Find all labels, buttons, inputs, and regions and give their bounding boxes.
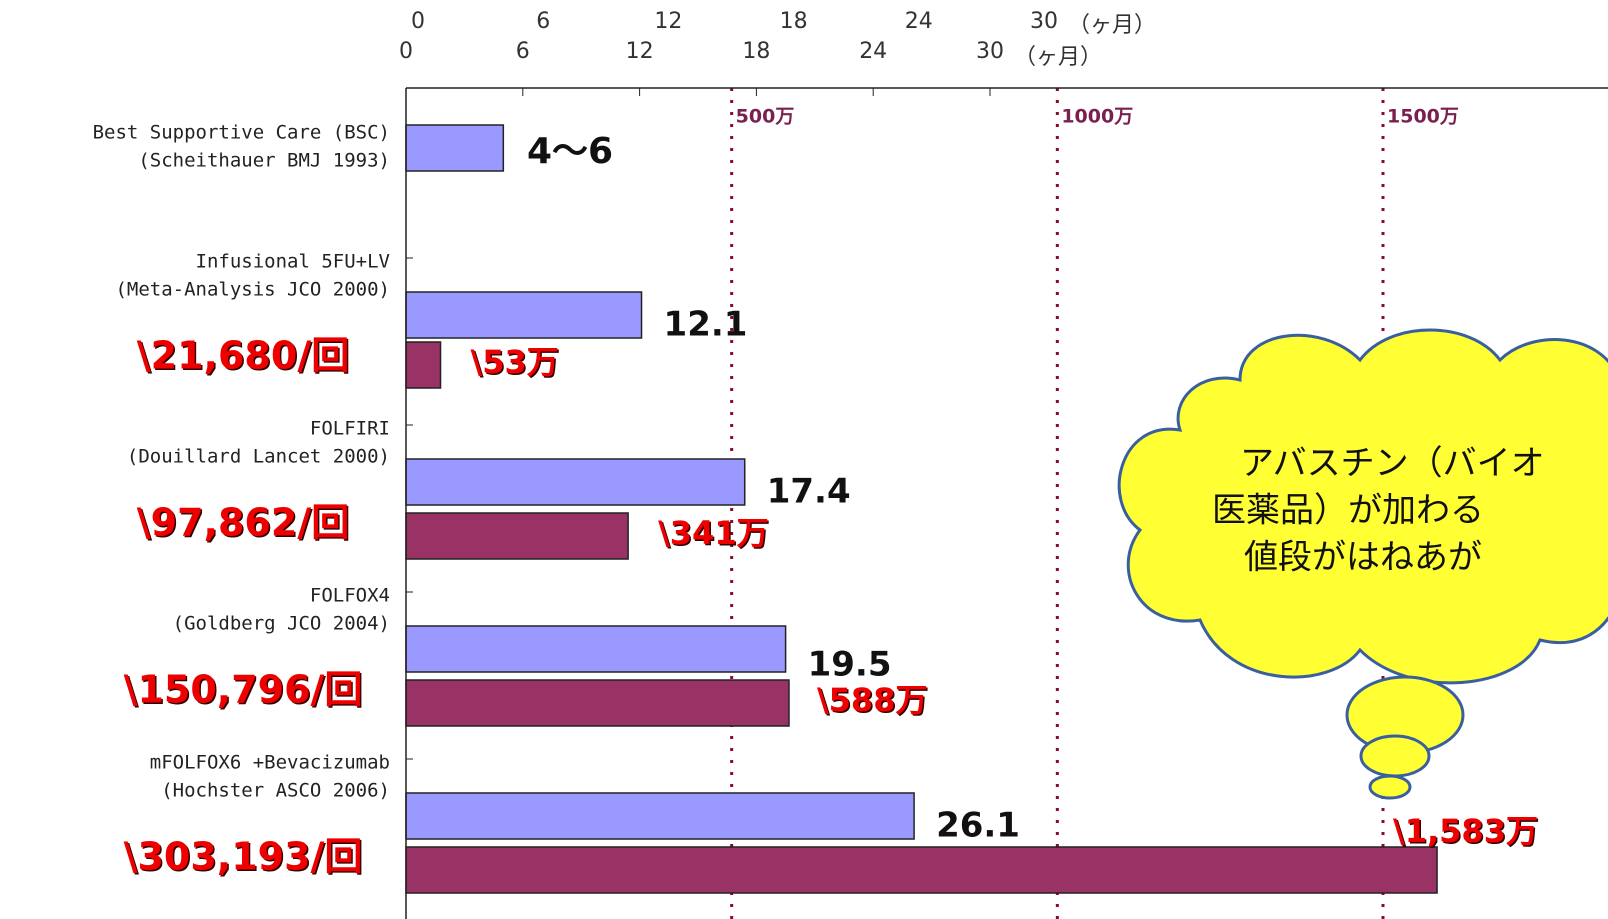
category-source: (Hochster ASCO 2006) <box>161 780 390 802</box>
per-dose-cost: \150,796/回 <box>124 668 363 712</box>
category-source: (Meta-Analysis JCO 2000) <box>115 279 390 301</box>
category-label: Infusional 5FU+LV <box>196 251 390 273</box>
value-label: 12.1 <box>664 305 748 345</box>
bar <box>405 792 915 840</box>
callout-text: アバスチン（バイオ <box>1240 444 1545 484</box>
bar <box>405 512 629 560</box>
value-label: 19.5 <box>808 645 892 685</box>
x-tick-label: 0 <box>399 39 413 64</box>
callout-text: 値段がはねあが <box>1244 538 1482 578</box>
x2-tick-label: 1500万 <box>1387 106 1459 128</box>
category-label: FOLFIRI <box>310 418 390 440</box>
x-axis-unit: （ヶ月） <box>1014 45 1102 70</box>
bar <box>405 341 442 389</box>
category-source: (Goldberg JCO 2004) <box>173 613 390 635</box>
x-tick-label: 6 <box>536 9 550 34</box>
per-dose-cost: \21,680/回 <box>137 334 349 378</box>
per-dose-cost: \303,193/回 <box>124 835 363 879</box>
category-label: Best Supportive Care (BSC) <box>93 122 390 144</box>
x-tick-label: 24 <box>905 9 933 34</box>
x-tick-label: 30 <box>1030 9 1058 34</box>
category-label: FOLFOX4 <box>310 585 390 607</box>
x-tick-label: 6 <box>516 39 530 64</box>
bar <box>405 458 746 506</box>
x-tick-label: 12 <box>654 9 682 34</box>
x-tick-label: 18 <box>780 9 808 34</box>
x2-tick-label: 1000万 <box>1061 106 1133 128</box>
x-tick-label: 24 <box>859 39 887 64</box>
x2-tick-label: 500万 <box>736 106 795 128</box>
value-label: \53万 <box>471 343 559 381</box>
category-source: (Scheithauer BMJ 1993) <box>138 150 390 172</box>
x-tick-label: 12 <box>626 39 654 64</box>
x-tick-label: 30 <box>976 39 1004 64</box>
annotation: 4～6 <box>527 131 613 172</box>
x-axis-unit: （ヶ月） <box>1068 13 1156 38</box>
per-dose-cost: \97,862/回 <box>137 501 349 545</box>
value-label: \588万 <box>817 681 928 719</box>
value-label: 17.4 <box>767 472 851 512</box>
value-label: \1,583万 <box>1393 812 1538 850</box>
bar <box>405 679 790 727</box>
bar <box>405 291 643 339</box>
callout-cloud <box>1117 328 1608 800</box>
x-tick-label: 0 <box>411 9 425 34</box>
category-source: (Douillard Lancet 2000) <box>127 446 390 468</box>
bar <box>405 124 505 172</box>
bar <box>405 625 787 673</box>
callout-text: 医薬品）が加わる <box>1212 491 1484 531</box>
x-tick-label: 18 <box>742 39 770 64</box>
value-label: 26.1 <box>936 806 1020 846</box>
value-label: \341万 <box>658 514 769 552</box>
category-label: mFOLFOX6 +Bevacizumab <box>150 752 390 774</box>
bar <box>405 846 1438 894</box>
